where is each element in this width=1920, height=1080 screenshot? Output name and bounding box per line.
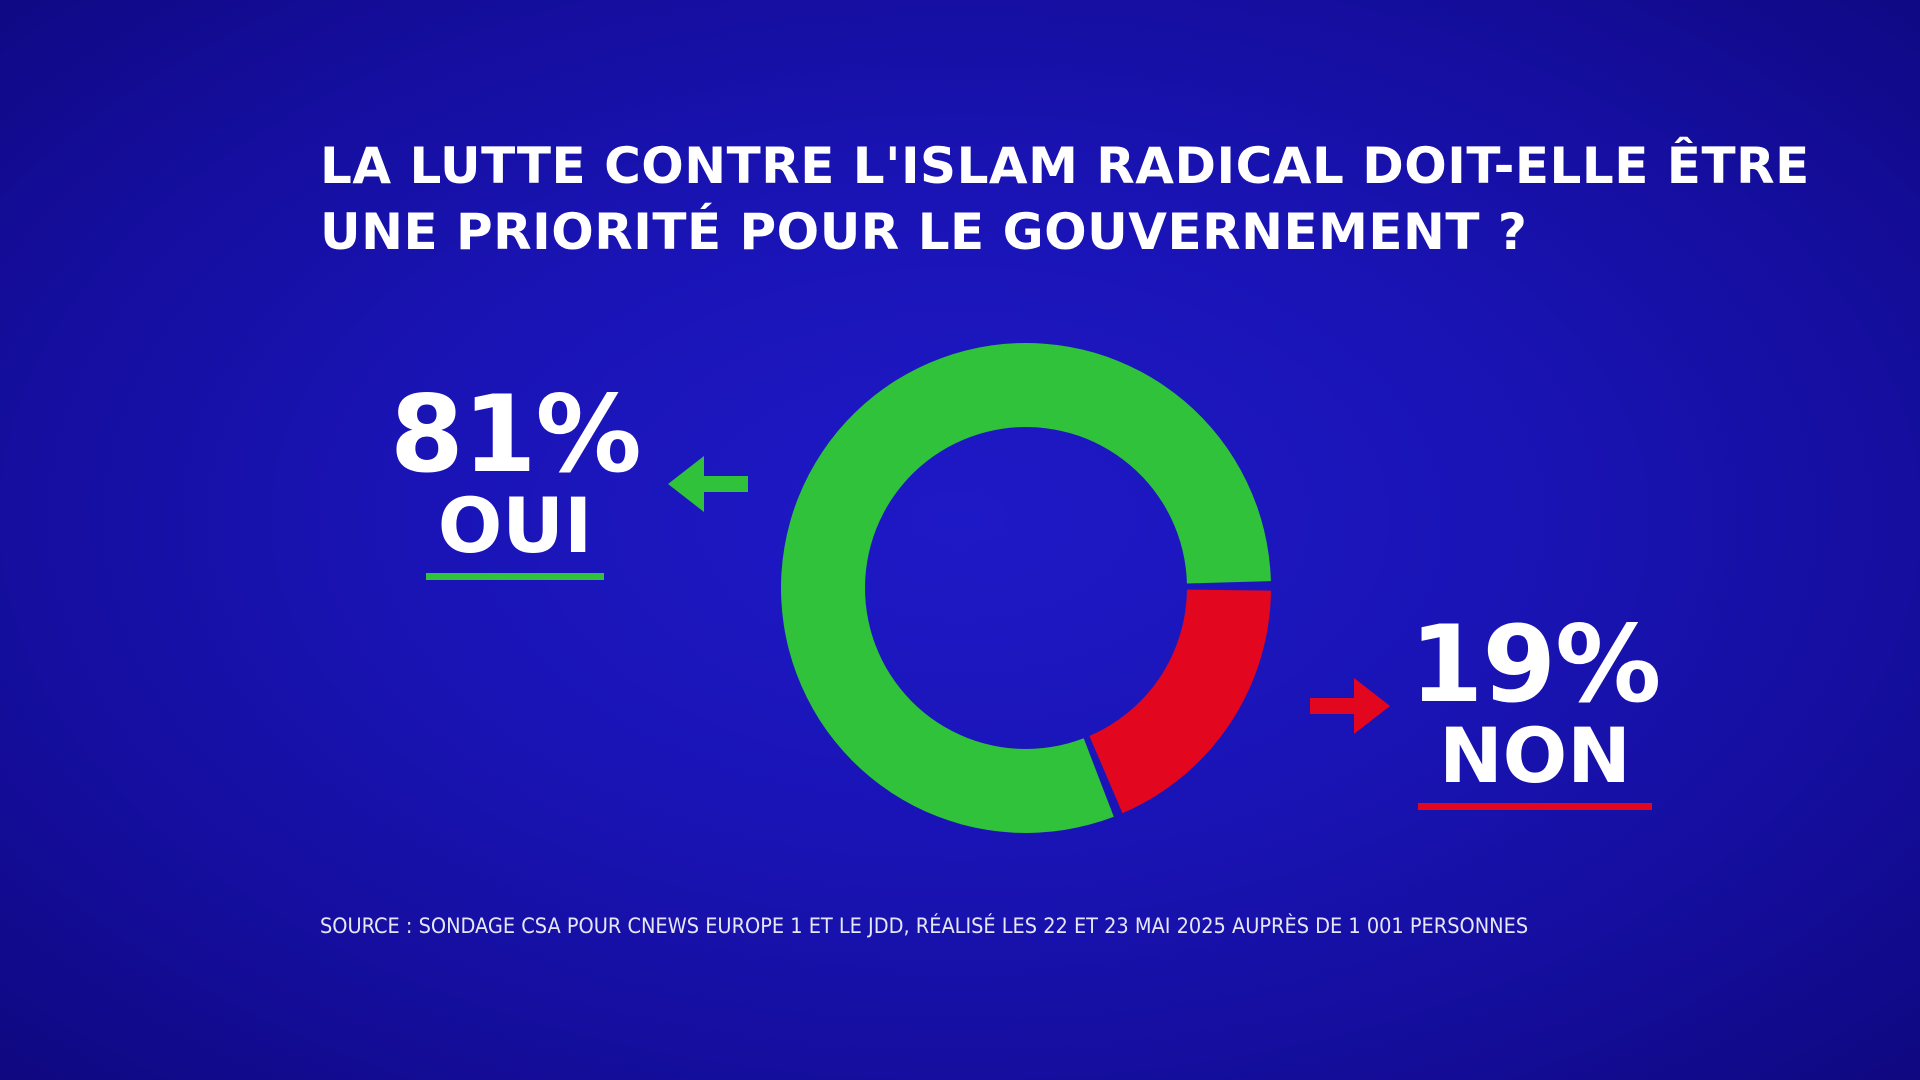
oui-answer: OUI — [437, 481, 593, 570]
source-note: SOURCE : SONDAGE CSA POUR CNEWS EUROPE 1… — [320, 914, 1529, 939]
arrow-right-icon — [1310, 678, 1390, 734]
donut-slice-oui — [780, 343, 1271, 834]
arrow-left-icon — [668, 456, 748, 512]
oui-percentage: 81% — [390, 373, 642, 496]
oui-label-block: 81% OUI — [390, 373, 642, 580]
non-percentage: 19% — [1409, 603, 1662, 726]
chart-title-line-2: UNE PRIORITÉ POUR LE GOUVERNEMENT ? — [320, 203, 1528, 261]
non-label-block: 19% NON — [1405, 603, 1665, 810]
chart-title: LA LUTTE CONTRE L'ISLAM RADICAL DOIT-ELL… — [320, 133, 1840, 265]
oui-underline — [426, 573, 604, 580]
chart-title-line-1: LA LUTTE CONTRE L'ISLAM RADICAL DOIT-ELL… — [320, 137, 1810, 195]
non-underline — [1418, 803, 1652, 810]
donut-slice-non — [1089, 589, 1271, 814]
non-answer: NON — [1439, 711, 1631, 800]
